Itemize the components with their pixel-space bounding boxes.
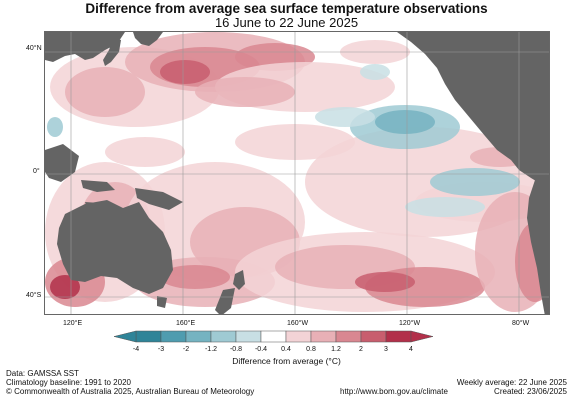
colorbar-segment <box>160 330 187 343</box>
lat-label-equator: 0° <box>33 168 40 175</box>
map-panel <box>44 31 550 315</box>
lon-label-160w: 160°W <box>287 320 309 327</box>
footer-baseline: Climatology baseline: 1991 to 2020 <box>6 378 131 387</box>
anomaly-region <box>355 272 415 292</box>
colorbar-arrow-left <box>113 330 137 343</box>
map-title: Difference from average sea surface temp… <box>85 1 488 16</box>
colorbar-segment <box>360 330 387 343</box>
colorbar-segment <box>135 330 162 343</box>
colorbar-tick-label: 3 <box>384 346 388 353</box>
colorbar-arrow-right <box>410 330 434 343</box>
anomaly-region <box>160 60 210 84</box>
anomaly-region <box>105 137 185 167</box>
land-masses <box>45 32 549 314</box>
land-mass <box>135 188 183 210</box>
land-mass <box>215 288 235 314</box>
land-mass <box>45 144 79 182</box>
anomaly-region <box>50 275 80 299</box>
colorbar-tick-label: 4 <box>409 346 413 353</box>
land-mass <box>45 32 125 62</box>
land-mass <box>133 32 163 46</box>
footer-weekly-average: Weekly average: 22 June 2025 <box>456 378 567 387</box>
anomaly-region <box>160 265 230 289</box>
land-mass <box>397 32 549 184</box>
land-mass <box>81 180 115 192</box>
colorbar-tick-label: -3 <box>157 346 165 353</box>
colorbar-segment <box>210 330 237 343</box>
colorbar-segment <box>310 330 337 343</box>
colorbar-tick-label: 1.2 <box>331 346 341 353</box>
colorbar-tick-label: -1.2 <box>204 346 218 353</box>
footer-url: http://www.bom.gov.au/climate <box>340 387 448 396</box>
colorbar-tick-label: -4 <box>132 346 140 353</box>
colorbar-tick-label: 2 <box>359 346 363 353</box>
colorbar-segment <box>285 330 312 343</box>
colorbar-segment <box>185 330 212 343</box>
footer-copyright: © Commonwealth of Australia 2025, Austra… <box>6 387 255 396</box>
map-subtitle: 16 June to 22 June 2025 <box>214 15 359 30</box>
sst-anomaly-map <box>45 32 549 314</box>
lon-label-80w: 80°W <box>512 320 530 327</box>
lat-label-40n: 40°N <box>26 45 42 52</box>
land-mass <box>157 296 167 308</box>
footer-created: Created: 23/06/2025 <box>494 387 567 396</box>
colorbar-tick-label: -0.4 <box>254 346 268 353</box>
colorbar-tick-label: 0.4 <box>281 346 291 353</box>
colorbar-tick-label: -2 <box>182 346 190 353</box>
lon-label-120w: 120°W <box>399 320 421 327</box>
land-mass <box>57 200 173 294</box>
colorbar-segment <box>385 330 412 343</box>
anomaly-region <box>65 67 145 117</box>
anomaly-region <box>430 168 520 196</box>
lat-label-40s: 40°S <box>26 292 42 299</box>
colorbar-label: Difference from average (°C) <box>232 356 341 366</box>
colorbar-segment <box>260 330 287 343</box>
anomaly-region <box>47 117 63 137</box>
anomaly-region <box>360 64 390 80</box>
anomaly-region <box>405 197 485 217</box>
colorbar <box>113 330 434 343</box>
lon-label-120e: 120°E <box>63 320 83 327</box>
lon-label-160e: 160°E <box>176 320 196 327</box>
colorbar-segment <box>335 330 362 343</box>
land-mass <box>233 270 245 290</box>
graticule <box>45 32 549 314</box>
land-mass <box>527 173 549 314</box>
anomaly-region <box>315 107 375 127</box>
colorbar-tick-label: 0.8 <box>306 346 316 353</box>
colorbar-tick-label: -0.8 <box>229 346 243 353</box>
anomaly-region <box>195 77 295 107</box>
colorbar-segment <box>235 330 262 343</box>
footer-data-source: Data: GAMSSA SST <box>6 369 79 378</box>
anomaly-region <box>375 110 435 134</box>
